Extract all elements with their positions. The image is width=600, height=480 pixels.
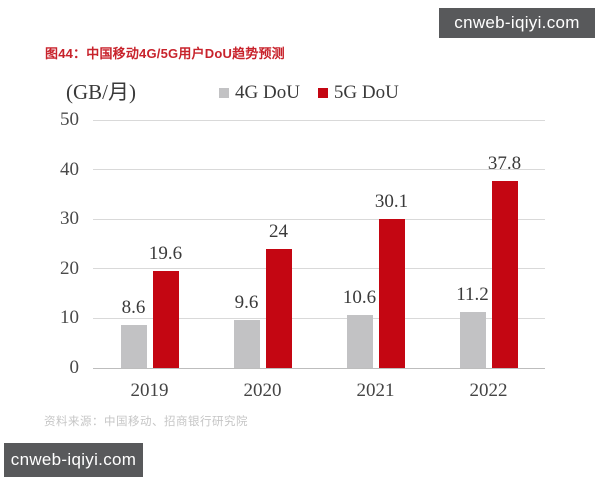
y-axis-tick-label: 0 [69, 357, 80, 378]
chart-title: 图44：中国移动4G/5G用户DoU趋势预测 [45, 46, 285, 61]
bar-value-label: 19.6 [148, 242, 183, 264]
legend-item-5g-dou: 5G DoU [317, 82, 399, 104]
y-axis-tick-label: 20 [60, 257, 79, 279]
watermark-bottom-left: cnweb-iqiyi.com [4, 443, 143, 477]
bar-value-label: 10.6 [342, 287, 377, 309]
bar-4g-dou [459, 312, 486, 368]
x-axis-category-label: 2019 [130, 380, 169, 401]
gridline [93, 169, 545, 171]
source-note: 资料来源：中国移动、招商银行研究院 [44, 416, 248, 428]
bar-4g-dou [346, 315, 373, 368]
y-axis-tick-label: 50 [60, 109, 79, 130]
watermark-top-right: cnweb-iqiyi.com [439, 8, 595, 38]
bar-value-label: 30.1 [374, 190, 409, 212]
gridline [93, 317, 545, 319]
legend-label-5g-dou: 5G DoU [333, 82, 399, 103]
bar-5g-dou [265, 248, 292, 368]
y-axis-tick-label: 10 [60, 307, 79, 329]
bar-5g-dou [378, 218, 405, 368]
gridline [93, 268, 545, 270]
bar-value-label: 24 [269, 220, 288, 242]
legend: 4G DoU 5G DoU [219, 82, 399, 104]
gridline [93, 218, 545, 220]
bar-4g-dou [233, 320, 260, 368]
legend-swatch-5g-icon [317, 88, 328, 98]
bar-value-label: 9.6 [234, 292, 259, 314]
x-axis-baseline [93, 367, 545, 369]
bar-5g-dou [152, 270, 179, 368]
bar-4g-dou [120, 325, 147, 368]
y-axis-tick-label: 30 [60, 208, 79, 230]
legend-item-4g-dou: 4G DoU [219, 82, 300, 104]
legend-swatch-4g-icon [219, 88, 229, 98]
bar-value-label: 37.8 [487, 152, 522, 174]
bar-value-label: 8.6 [121, 297, 146, 319]
y-axis-tick-label: 40 [60, 158, 79, 180]
x-axis-category-label: 2022 [469, 380, 508, 401]
x-axis-category-label: 2021 [356, 380, 395, 401]
gridline [93, 119, 545, 121]
x-axis-category-label: 2020 [243, 380, 282, 401]
y-axis-unit-label: (GB/月) [66, 80, 136, 104]
bar-value-label: 11.2 [456, 284, 489, 306]
legend-label-4g-dou: 4G DoU [235, 82, 300, 103]
bar-5g-dou [491, 180, 518, 368]
